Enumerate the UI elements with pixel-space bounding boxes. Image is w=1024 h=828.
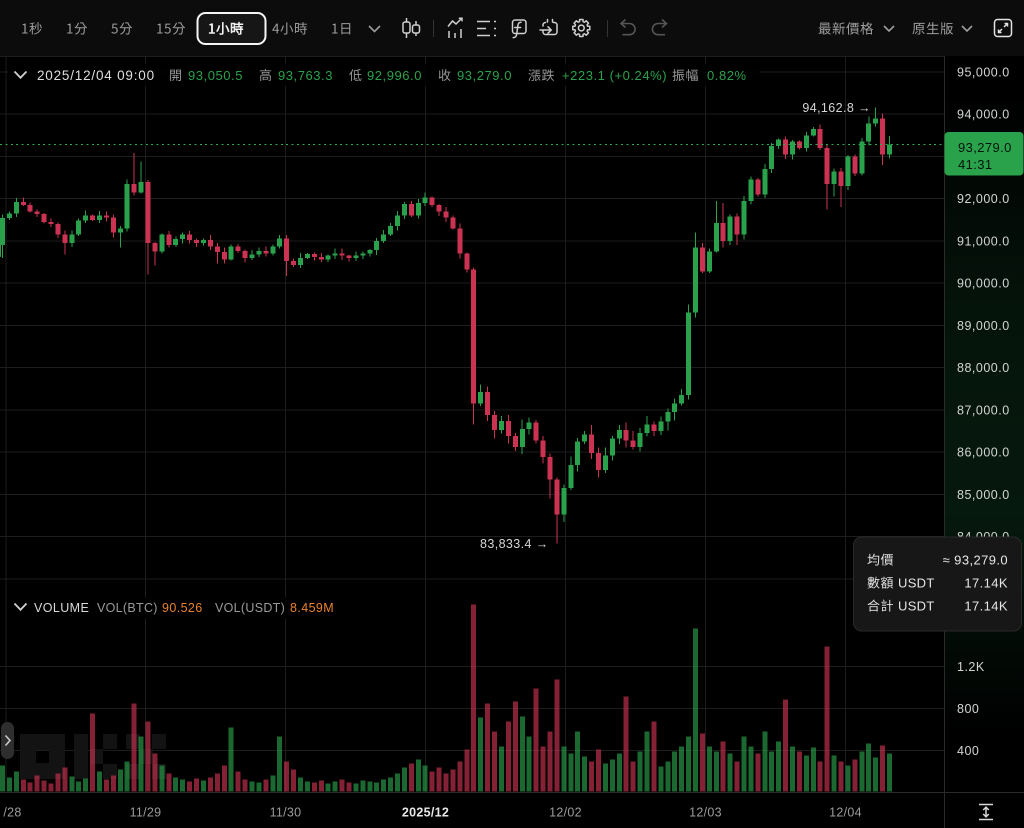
svg-text:≈ 93,279.0: ≈ 93,279.0: [943, 553, 1008, 568]
svg-text:93,050.5: 93,050.5: [188, 68, 243, 83]
svg-text:41:31: 41:31: [958, 157, 993, 172]
svg-text:88,000.0: 88,000.0: [957, 361, 1010, 375]
svg-text:400: 400: [957, 744, 979, 758]
svg-text:91,000.0: 91,000.0: [957, 234, 1010, 248]
svg-text:93,279.0: 93,279.0: [958, 140, 1012, 155]
svg-text:USDT: USDT: [898, 599, 935, 614]
svg-text:VOL(BTC): VOL(BTC): [97, 601, 158, 615]
svg-text:93,763.3: 93,763.3: [278, 68, 333, 83]
svg-text:17.14K: 17.14K: [964, 599, 1008, 614]
svg-text:+223.1 (+0.24%): +223.1 (+0.24%): [562, 68, 667, 83]
svg-text:89,000.0: 89,000.0: [957, 319, 1010, 333]
svg-text:2025/12: 2025/12: [402, 806, 449, 820]
svg-text:90,000.0: 90,000.0: [957, 277, 1010, 291]
svg-text:93,279.0: 93,279.0: [457, 68, 512, 83]
svg-text:USDT: USDT: [898, 576, 935, 591]
svg-text:11/29: 11/29: [130, 806, 162, 820]
svg-text:83,833.4 →: 83,833.4 →: [480, 537, 549, 551]
svg-text:/28: /28: [3, 806, 21, 820]
svg-text:800: 800: [957, 702, 979, 716]
svg-text:12/04: 12/04: [829, 806, 862, 820]
svg-text:VOLUME: VOLUME: [34, 601, 89, 615]
svg-text:11/30: 11/30: [270, 806, 302, 820]
svg-text:12/02: 12/02: [549, 806, 582, 820]
svg-text:95,000.0: 95,000.0: [957, 66, 1010, 80]
svg-text:VOL(USDT): VOL(USDT): [215, 601, 285, 615]
svg-text:17.14K: 17.14K: [964, 576, 1008, 591]
svg-text:12/03: 12/03: [689, 806, 722, 820]
svg-text:92,000.0: 92,000.0: [957, 192, 1010, 206]
svg-text:2025/12/04 09:00: 2025/12/04 09:00: [37, 68, 155, 83]
svg-text:87,000.0: 87,000.0: [957, 403, 1010, 417]
svg-text:86,000.0: 86,000.0: [957, 446, 1010, 460]
svg-text:92,996.0: 92,996.0: [367, 68, 422, 83]
svg-text:94,162.8 →: 94,162.8 →: [802, 101, 871, 115]
svg-text:94,000.0: 94,000.0: [957, 108, 1010, 122]
svg-text:0.82%: 0.82%: [707, 68, 747, 83]
svg-text:8.459M: 8.459M: [290, 601, 334, 615]
svg-text:85,000.0: 85,000.0: [957, 488, 1010, 502]
svg-text:90.526: 90.526: [162, 601, 203, 615]
svg-text:1.2K: 1.2K: [957, 660, 985, 674]
